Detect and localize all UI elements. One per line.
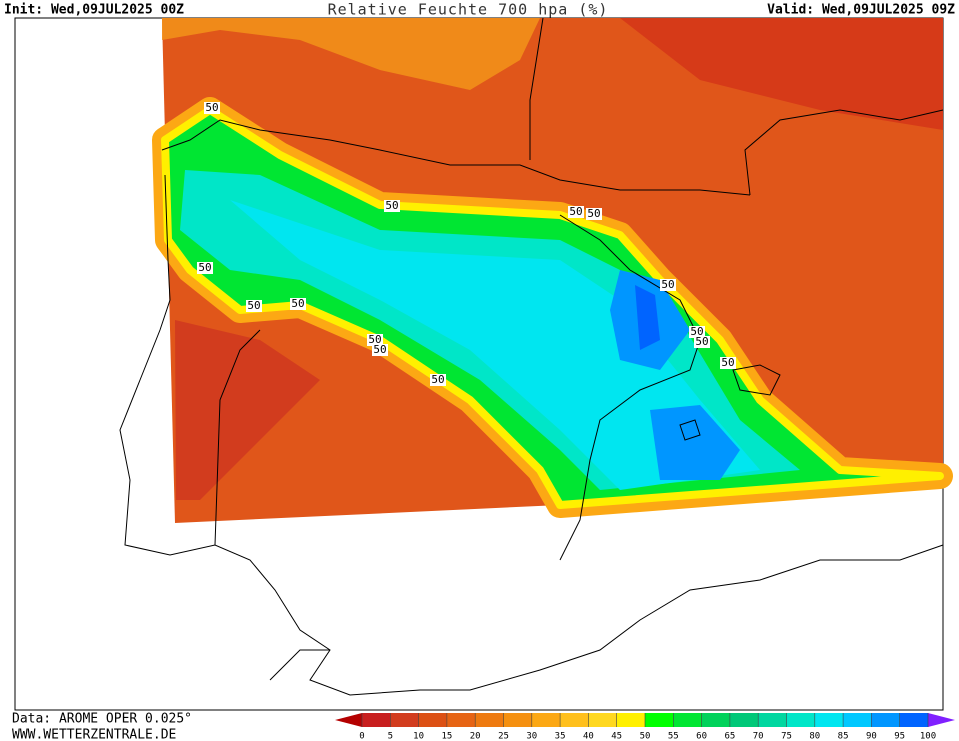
map-title: Relative Feuchte 700 hpa (%) (328, 1, 609, 19)
colorbar-arrow-high (928, 713, 955, 727)
colorbar-segment (871, 713, 901, 727)
contour-label-bg (372, 344, 388, 356)
website: WWW.WETTERZENTRALE.DE (12, 728, 176, 741)
colorbar-arrow-low (335, 713, 362, 727)
colorbar-label: 30 (526, 732, 537, 741)
colorbar-segment (899, 713, 929, 727)
contour-label: 50 (385, 199, 398, 212)
contour-label: 50 (291, 297, 304, 310)
colorbar-segment (503, 713, 533, 727)
contour-label: 50 (569, 205, 582, 218)
colorbar-label: 85 (838, 732, 849, 741)
colorbar-label: 55 (668, 732, 679, 741)
colorbar-segment (475, 713, 504, 727)
colorbar-label: 40 (583, 732, 594, 741)
contour-label: 50 (205, 101, 218, 114)
contour-label: 50 (247, 299, 260, 312)
colorbar-segment (758, 713, 787, 727)
contour-label: 50 (695, 335, 708, 348)
data-source: Data: AROME OPER 0.025° (12, 712, 192, 727)
colorbar-segment (588, 713, 618, 727)
colorbar-segment (531, 713, 561, 727)
colorbar-label: 50 (640, 732, 651, 741)
contour-label-bg (720, 357, 736, 369)
colorbar-segment (645, 713, 674, 727)
colorbar-label: 80 (809, 732, 820, 741)
colorbar-label: 75 (781, 732, 792, 741)
colorbar-label: 100 (920, 732, 936, 741)
init-time: Init: Wed,09JUL2025 00Z (4, 3, 184, 18)
map-area (14, 17, 953, 711)
contour-label: 50 (721, 356, 734, 369)
contour-label-bg (384, 200, 400, 212)
colorbar-label: 20 (470, 732, 481, 741)
colorbar-segment (390, 713, 420, 727)
contour-label-bg (197, 262, 213, 274)
contour-label-bg (204, 102, 220, 114)
colorbar-label: 65 (724, 732, 735, 741)
contour-label-bg (689, 326, 705, 338)
contour-label-bg (246, 300, 262, 312)
colorbar-segment (843, 713, 872, 727)
colorbar-segment (701, 713, 731, 727)
contour-label-bg (568, 206, 584, 218)
colorbar-segment (418, 713, 448, 727)
contour-label-bg (660, 279, 676, 291)
colorbar-label: 10 (413, 732, 424, 741)
colorbar-segment (560, 713, 589, 727)
contour-label: 50 (368, 333, 381, 346)
contour-label-bg (694, 336, 710, 348)
colorbar-segment (616, 713, 646, 727)
colorbar-segment (814, 713, 844, 727)
contour-label: 50 (661, 278, 674, 291)
colorbar-segment (729, 713, 759, 727)
colorbar-label: 60 (696, 732, 707, 741)
contour-label: 50 (198, 261, 211, 274)
colorbar-label: 90 (866, 732, 877, 741)
contour-label: 50 (587, 207, 600, 220)
colorbar: 0 5 10 15 20 25 30 35 40 45 50 55 60 65 70 75 80 85 90 95 10… (335, 713, 955, 741)
colorbar-label: 0 (359, 732, 364, 741)
contour-label-bg (290, 298, 306, 310)
contour-label: 50 (690, 325, 703, 338)
contour-label: 50 (431, 373, 444, 386)
contour-label-bg (586, 208, 602, 220)
valid-time: Valid: Wed,09JUL2025 09Z (767, 3, 955, 18)
colorbar-label: 95 (894, 732, 905, 741)
colorbar-label: 45 (611, 732, 622, 741)
colorbar-segment (446, 713, 476, 727)
colorbar-label: 35 (555, 732, 566, 741)
colorbar-label: 70 (753, 732, 764, 741)
contour-label-bg (367, 334, 383, 346)
contour-label-bg (430, 374, 446, 386)
colorbar-label: 5 (388, 732, 393, 741)
colorbar-label: 25 (498, 732, 509, 741)
colorbar-segment (786, 713, 816, 727)
colorbar-label: 15 (441, 732, 452, 741)
colorbar-segment (673, 713, 703, 727)
colorbar-segment (362, 713, 391, 727)
contour-label: 50 (373, 343, 386, 356)
